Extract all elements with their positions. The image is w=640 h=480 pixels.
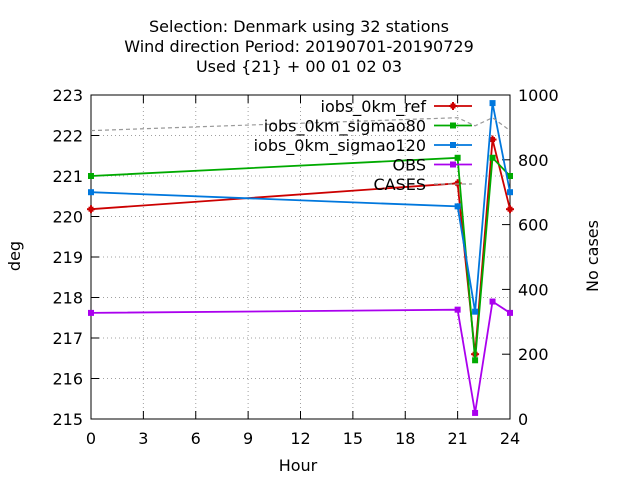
chart-title-line-1: Selection: Denmark using 32 stations: [149, 17, 449, 36]
x-tick-label-5: 15: [343, 429, 363, 448]
series-2-point-4: [507, 189, 513, 196]
y-tick-label-7: 222: [52, 127, 83, 146]
y2-tick-label-2: 400: [518, 280, 549, 299]
series-0-point-3-core: [490, 137, 496, 143]
y-tick-label-8: 223: [52, 86, 83, 105]
series-3-point-0: [88, 309, 94, 316]
x-tick-label-3: 9: [243, 429, 253, 448]
y2-tick-label-4: 800: [518, 151, 549, 170]
legend-marker-2: [450, 142, 456, 148]
series-0-point-1-core: [455, 180, 461, 186]
series-3-point-3: [489, 298, 496, 305]
y-tick-label-1: 216: [52, 370, 83, 389]
x-tick-label-0: 0: [86, 429, 96, 448]
series-1-point-2: [472, 357, 479, 364]
y2-tick-label-5: 1000: [518, 86, 559, 105]
series-line-3: [90, 299, 511, 414]
series-2-point-2: [472, 308, 479, 315]
series-1-point-1: [454, 154, 461, 161]
y-tick-label-6: 221: [52, 167, 83, 186]
series-0-point-0-core: [88, 206, 94, 212]
x-axis-label: Hour: [279, 456, 318, 475]
series-0-point-4: [506, 205, 514, 214]
series-1-point-0: [88, 173, 94, 179]
y2-axis-label: No cases: [583, 220, 602, 292]
legend-marker-0-core: [450, 103, 456, 109]
series-4: [90, 117, 511, 132]
series-2-point-0: [88, 189, 94, 196]
axes: 215 216 217 218 219 220 221 222 223 0 3 6 9 12 15 18 21 2…: [52, 86, 558, 448]
series-2: [88, 100, 513, 315]
series-3-point-2: [472, 409, 479, 416]
legend-label-2: iobs_0km_sigmao120: [254, 136, 426, 156]
legend-marker-0: [449, 102, 457, 110]
x-tick-label-7: 21: [447, 429, 467, 448]
y2-tick-label-3: 600: [518, 216, 549, 235]
y2-tick-label-0: 0: [518, 410, 528, 429]
legend-marker-3: [450, 161, 456, 168]
series-2-point-1: [454, 203, 461, 210]
legend-marker-1: [450, 122, 456, 129]
y-axis-label: deg: [5, 241, 24, 271]
y-tick-label-5: 220: [52, 208, 83, 227]
series-1-point-4: [507, 173, 513, 179]
series-3-point-1: [454, 306, 461, 313]
legend-label-4: CASES: [373, 175, 426, 194]
legend-label-3: OBS: [393, 156, 426, 175]
legend-label-1: iobs_0km_sigmao80: [264, 117, 426, 137]
x-tick-label-6: 18: [395, 429, 415, 448]
series-3: [88, 298, 513, 416]
legend-label-0: iobs_0km_ref: [321, 97, 427, 117]
x-tick-label-1: 3: [138, 429, 148, 448]
series-layer: [87, 100, 514, 416]
chart-title-line-2: Wind direction Period: 20190701-20190729: [124, 37, 474, 56]
series-0-point-0: [87, 205, 95, 214]
x-tick-label-4: 12: [290, 429, 310, 448]
y-tick-label-0: 215: [52, 410, 83, 429]
y2-tick-label-1: 200: [518, 345, 549, 364]
series-3-point-4: [507, 309, 513, 316]
y-tick-label-4: 219: [52, 248, 83, 267]
y-tick-label-2: 217: [52, 329, 83, 348]
series-0-point-4-core: [507, 206, 513, 212]
x-tick-label-2: 6: [191, 429, 201, 448]
series-0: [87, 135, 514, 359]
chart-title-line-3: Used {21} + 00 01 02 03: [196, 57, 402, 76]
legend: iobs_0km_refiobs_0km_sigmao80iobs_0km_si…: [254, 97, 472, 194]
series-2-point-3: [489, 100, 496, 107]
x-tick-label-8: 24: [500, 429, 520, 448]
y-tick-label-3: 218: [52, 289, 83, 308]
series-1: [88, 154, 513, 364]
plot-frame: [90, 94, 511, 420]
series-line-4: [90, 117, 511, 132]
series-1-point-3: [489, 154, 496, 161]
